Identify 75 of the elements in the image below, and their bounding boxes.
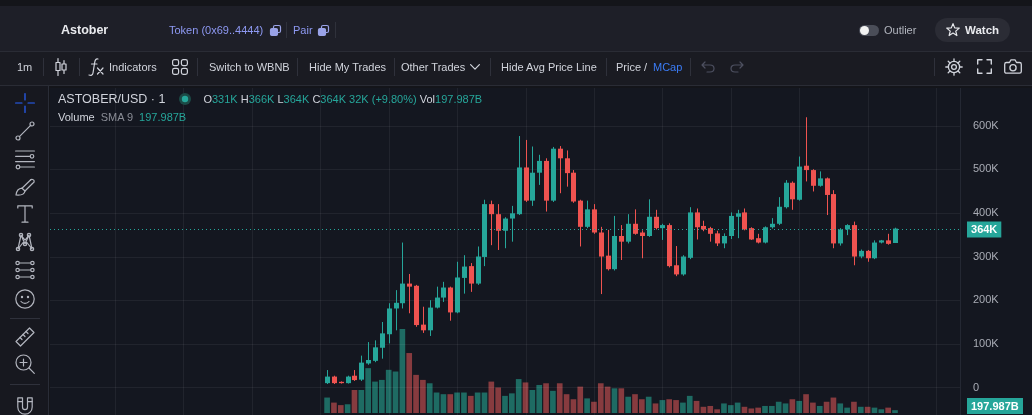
y-tick-label: 0 — [973, 380, 980, 393]
bar — [467, 395, 474, 413]
bar — [584, 398, 590, 413]
text: Switch to WBNB — [209, 59, 290, 75]
bar — [543, 383, 549, 413]
text: Pair — [293, 23, 313, 38]
bar — [447, 394, 454, 413]
text: Astober — [61, 22, 109, 38]
bar — [645, 396, 652, 413]
y-tick-label: 300K — [973, 249, 1000, 262]
bar — [857, 406, 864, 413]
bar — [440, 394, 447, 413]
candlestick — [777, 196, 782, 226]
candlestick — [872, 239, 877, 260]
candlestick — [441, 281, 446, 303]
bar — [885, 407, 891, 413]
bar — [851, 401, 857, 413]
y-tick-label: 100K — [973, 336, 1000, 349]
candlestick — [373, 339, 378, 363]
bar — [522, 382, 529, 413]
bar — [892, 410, 898, 413]
y-tick-label: 200K — [973, 293, 1000, 306]
candlestick — [790, 180, 795, 211]
candlestick — [537, 154, 542, 186]
text: Hide My Trades — [309, 59, 387, 75]
candlestick — [811, 168, 816, 192]
chart-title: ASTOBER/USD · 1 — [58, 92, 166, 106]
text: Indicators — [109, 59, 157, 75]
candlestick — [400, 242, 405, 309]
candlestick — [469, 262, 474, 293]
ref-line-label: 364K — [971, 223, 998, 236]
text: MCap — [653, 59, 683, 75]
candlestick — [565, 149, 570, 188]
text: 197.987B — [967, 398, 1023, 414]
text: Price / — [616, 59, 648, 75]
text: Token (0x69..4444) — [169, 23, 264, 38]
candlestick — [585, 200, 590, 229]
candlestick — [359, 355, 364, 382]
text: Other Trades — [401, 59, 466, 75]
candlestick — [742, 208, 747, 231]
bar — [816, 405, 823, 413]
bar — [789, 399, 796, 413]
text: Watch — [965, 23, 1000, 38]
candlestick — [654, 209, 659, 230]
candlestick — [674, 245, 679, 277]
annotation: 197.987B — [139, 111, 187, 123]
bar — [796, 400, 803, 413]
candlestick — [496, 203, 501, 251]
bar — [625, 396, 631, 413]
annotation: Volume — [58, 111, 95, 123]
y-tick-label: 400K — [973, 205, 1000, 218]
candlestick — [407, 273, 412, 314]
text: Outlier — [884, 23, 917, 38]
candlestick — [558, 145, 563, 194]
candlestick — [606, 229, 611, 271]
bar — [652, 403, 659, 413]
annotation: SMA 9 — [100, 111, 134, 123]
candlestick — [428, 299, 433, 337]
bar — [550, 390, 556, 413]
candlestick — [462, 254, 467, 295]
text: Hide Avg Price Line — [501, 59, 597, 75]
y-tick-label: 500K — [973, 162, 1000, 175]
candlestick — [619, 224, 624, 261]
bar — [618, 388, 625, 413]
text: 1m — [17, 59, 33, 75]
candlestick — [489, 200, 494, 246]
candlestick — [592, 203, 597, 235]
candlestick — [804, 116, 809, 182]
candlestick — [380, 321, 385, 360]
bar — [344, 404, 351, 413]
candlestick — [633, 208, 638, 236]
y-tick-label: 600K — [973, 118, 1000, 131]
bar — [324, 397, 330, 413]
text: O331K H366K L364K C364K 32K (+9.80%) Vol197.987B — [203, 93, 483, 105]
candlestick — [681, 254, 686, 277]
